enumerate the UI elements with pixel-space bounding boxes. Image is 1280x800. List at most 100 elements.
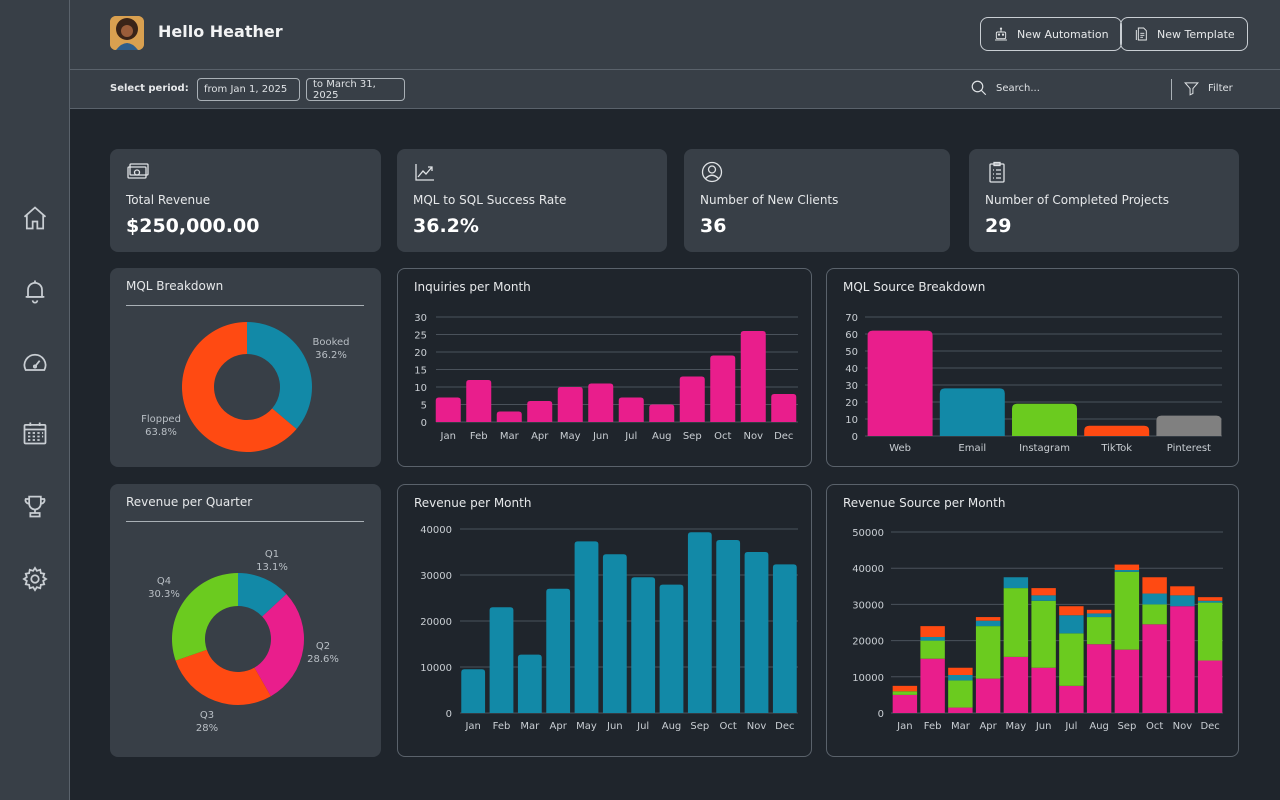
new-template-button[interactable]: New Template (1120, 17, 1248, 51)
x-tick-label: May (560, 431, 581, 442)
trophy-icon[interactable] (18, 489, 52, 523)
x-tick-label: Instagram (1019, 443, 1070, 454)
x-tick-label: Oct (1146, 721, 1163, 732)
donut-slice-q2 (254, 594, 304, 697)
bar (631, 577, 656, 713)
divider (1171, 79, 1172, 100)
x-tick-label: Feb (470, 431, 488, 442)
search-icon (971, 80, 987, 96)
revenue-quarter-donut: Q1 13.1% Q2 28.6% Q3 28% Q4 30.3% (148, 549, 339, 734)
x-tick-label: Apr (550, 721, 568, 732)
bar-segment-instagram (1114, 571, 1140, 650)
from-date-picker[interactable]: from Jan 1, 2025 (197, 78, 300, 101)
bar-segment-web (975, 678, 1001, 713)
donut-slice-flopped (182, 322, 297, 452)
bar-segment-email (1114, 570, 1140, 572)
y-tick-label: 40 (845, 364, 858, 375)
search-input[interactable] (996, 82, 1146, 94)
bar-segment-email (1031, 595, 1056, 601)
x-tick-label: Sep (1117, 721, 1136, 732)
gear-icon[interactable] (18, 562, 52, 596)
kpi-value: 36.2% (413, 215, 479, 237)
bar-segment-tiktok (948, 667, 973, 675)
x-tick-label: Feb (493, 721, 511, 732)
kpi-value: $250,000.00 (126, 215, 260, 237)
chart-title: Revenue Source per Month (843, 496, 1006, 510)
bar-segment-email (1170, 595, 1195, 607)
bar (557, 387, 583, 422)
revenue-per-month-card: Revenue per Month 0 10000 20000 30000 40000 J… (397, 484, 812, 757)
bar-segment-web (1114, 649, 1140, 713)
bar-segment-web (1059, 685, 1084, 713)
bar (771, 394, 797, 422)
bell-icon[interactable] (18, 274, 52, 308)
bar (659, 584, 684, 713)
x-tick-label: Jul (1064, 721, 1077, 732)
bar (496, 411, 522, 422)
document-icon (1135, 27, 1147, 41)
y-tick-label: 20 (414, 348, 427, 359)
x-tick-label: Web (889, 443, 911, 454)
filter-button[interactable]: Filter (1183, 80, 1233, 97)
y-tick-label: 10 (414, 383, 427, 394)
to-date-picker[interactable]: to March 31, 2025 (306, 78, 405, 101)
bar-segment-web (1003, 656, 1029, 713)
slice-label-booked: Booked (312, 337, 349, 348)
revenue-month-bar-chart: 0 10000 20000 30000 40000 Jan Feb Mar Apr May Jun J… (420, 525, 798, 732)
y-tick-label: 60 (845, 330, 858, 341)
y-tick-label: 15 (414, 366, 427, 377)
bar-segment-instagram (975, 626, 1001, 679)
bar-segment-instagram (1086, 617, 1112, 645)
x-tick-label: Dec (1200, 721, 1219, 732)
slice-label-q4: Q4 (157, 576, 171, 587)
bar-segment-tiktok (1142, 577, 1167, 594)
x-tick-label: Pinterest (1167, 443, 1211, 454)
donut-slice-q1 (238, 573, 287, 617)
mql-breakdown-donut: Booked 36.2% Flopped 63.8% (141, 322, 350, 452)
bar-segment-web (1142, 624, 1167, 713)
x-tick-label: Sep (683, 431, 702, 442)
calendar-icon[interactable] (18, 416, 52, 450)
bar-segment-email (948, 674, 973, 681)
x-tick-label: Email (958, 443, 986, 454)
bar (435, 397, 461, 422)
slice-label-q2: Q2 (316, 641, 330, 652)
x-tick-label: Jun (1035, 721, 1052, 732)
y-tick-label: 20 (845, 398, 858, 409)
avatar[interactable] (110, 16, 144, 50)
robot-icon (995, 27, 1007, 41)
bar (740, 331, 766, 422)
bar (687, 532, 712, 713)
mql-source-breakdown-card: MQL Source Breakdown 0 10 20 30 40 50 60 70 Web E… (826, 268, 1239, 467)
kpi-value: 36 (700, 215, 727, 237)
title-divider (126, 305, 364, 306)
new-automation-button[interactable]: New Automation (980, 17, 1122, 51)
y-tick-label: 30 (845, 381, 858, 392)
user-icon (700, 161, 724, 183)
donut-slice-q3 (175, 649, 271, 705)
gauge-icon[interactable] (18, 346, 52, 380)
chart-title: MQL Breakdown (126, 279, 224, 293)
slice-percent-flopped: 63.8% (145, 427, 177, 438)
x-tick-label: Jan (440, 431, 456, 442)
bar (546, 588, 571, 713)
x-tick-label: May (1006, 721, 1027, 732)
chart-title: Revenue per Quarter (126, 495, 253, 509)
y-tick-label: 20000 (852, 637, 884, 648)
x-tick-label: Nov (747, 721, 767, 732)
bar (461, 669, 486, 713)
y-tick-label: 50 (845, 347, 858, 358)
bar-segment-tiktok (1170, 586, 1195, 596)
slice-label-q3: Q3 (200, 710, 214, 721)
y-tick-label: 30000 (852, 600, 884, 611)
slice-percent-q3: 28% (196, 723, 218, 734)
y-tick-label: 50000 (852, 528, 884, 539)
bar-segment-email (920, 636, 945, 641)
x-tick-label: TikTok (1100, 443, 1132, 454)
home-icon[interactable] (18, 201, 52, 235)
slice-label-q1: Q1 (265, 549, 279, 560)
bar-segment-web (1197, 660, 1223, 713)
kpi-label: MQL to SQL Success Rate (413, 193, 567, 207)
x-tick-label: Jun (592, 431, 609, 442)
x-tick-label: Aug (1089, 721, 1109, 732)
